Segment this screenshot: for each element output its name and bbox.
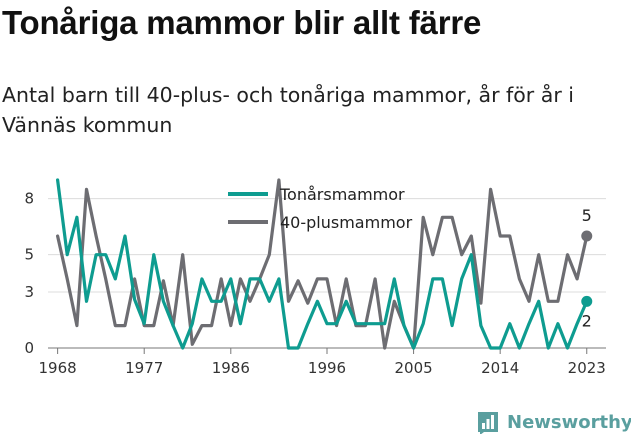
x-tick-label: 2023 [568,359,606,377]
x-tick-label: 1996 [308,359,346,377]
brand-name: Newsworthy [507,411,631,433]
x-tick-label: 2014 [481,359,519,377]
bar-chart-icon [478,412,498,434]
chart-subtitle: Antal barn till 40-plus- och tonåriga ma… [2,83,574,137]
chart-title: Tonåriga mammor blir allt färre [2,4,482,41]
series-line-40plusmammor [55,178,589,350]
y-axis-ticks: 0 3 5 8 [24,190,34,357]
x-axis-ticks: 1968 1977 1986 1996 2005 2014 2023 [39,348,606,377]
y-tick-label: 3 [24,283,34,301]
x-tick-label: 2005 [394,359,432,377]
end-label-40plusmammor: 5 [582,206,592,225]
y-tick-label: 8 [24,190,34,208]
legend-label-40plusmammor: 40-plusmammor [280,213,413,232]
x-tick-label: 1986 [212,359,250,377]
y-tick-label: 0 [24,339,34,357]
x-tick-label: 1968 [39,359,77,377]
end-label-tonarsmammor: 2 [582,311,592,330]
legend: Tonårsmammor 40-plusmammor [228,185,413,232]
end-point-40plusmammor [581,230,593,242]
series-lines [55,178,589,350]
line-chart: 0 3 5 8 1968 1977 1986 1996 2005 2014 2023 Tonårs… [24,178,606,377]
end-point-tonarsmammor [581,295,593,307]
end-markers: 25 [581,206,593,330]
x-tick-label: 1977 [125,359,163,377]
y-tick-label: 5 [24,246,34,264]
newsworthy-logo: Newsworthy [476,407,631,437]
legend-label-tonarsmammor: Tonårsmammor [279,185,405,204]
series-line-tonarsmammor [55,178,589,350]
